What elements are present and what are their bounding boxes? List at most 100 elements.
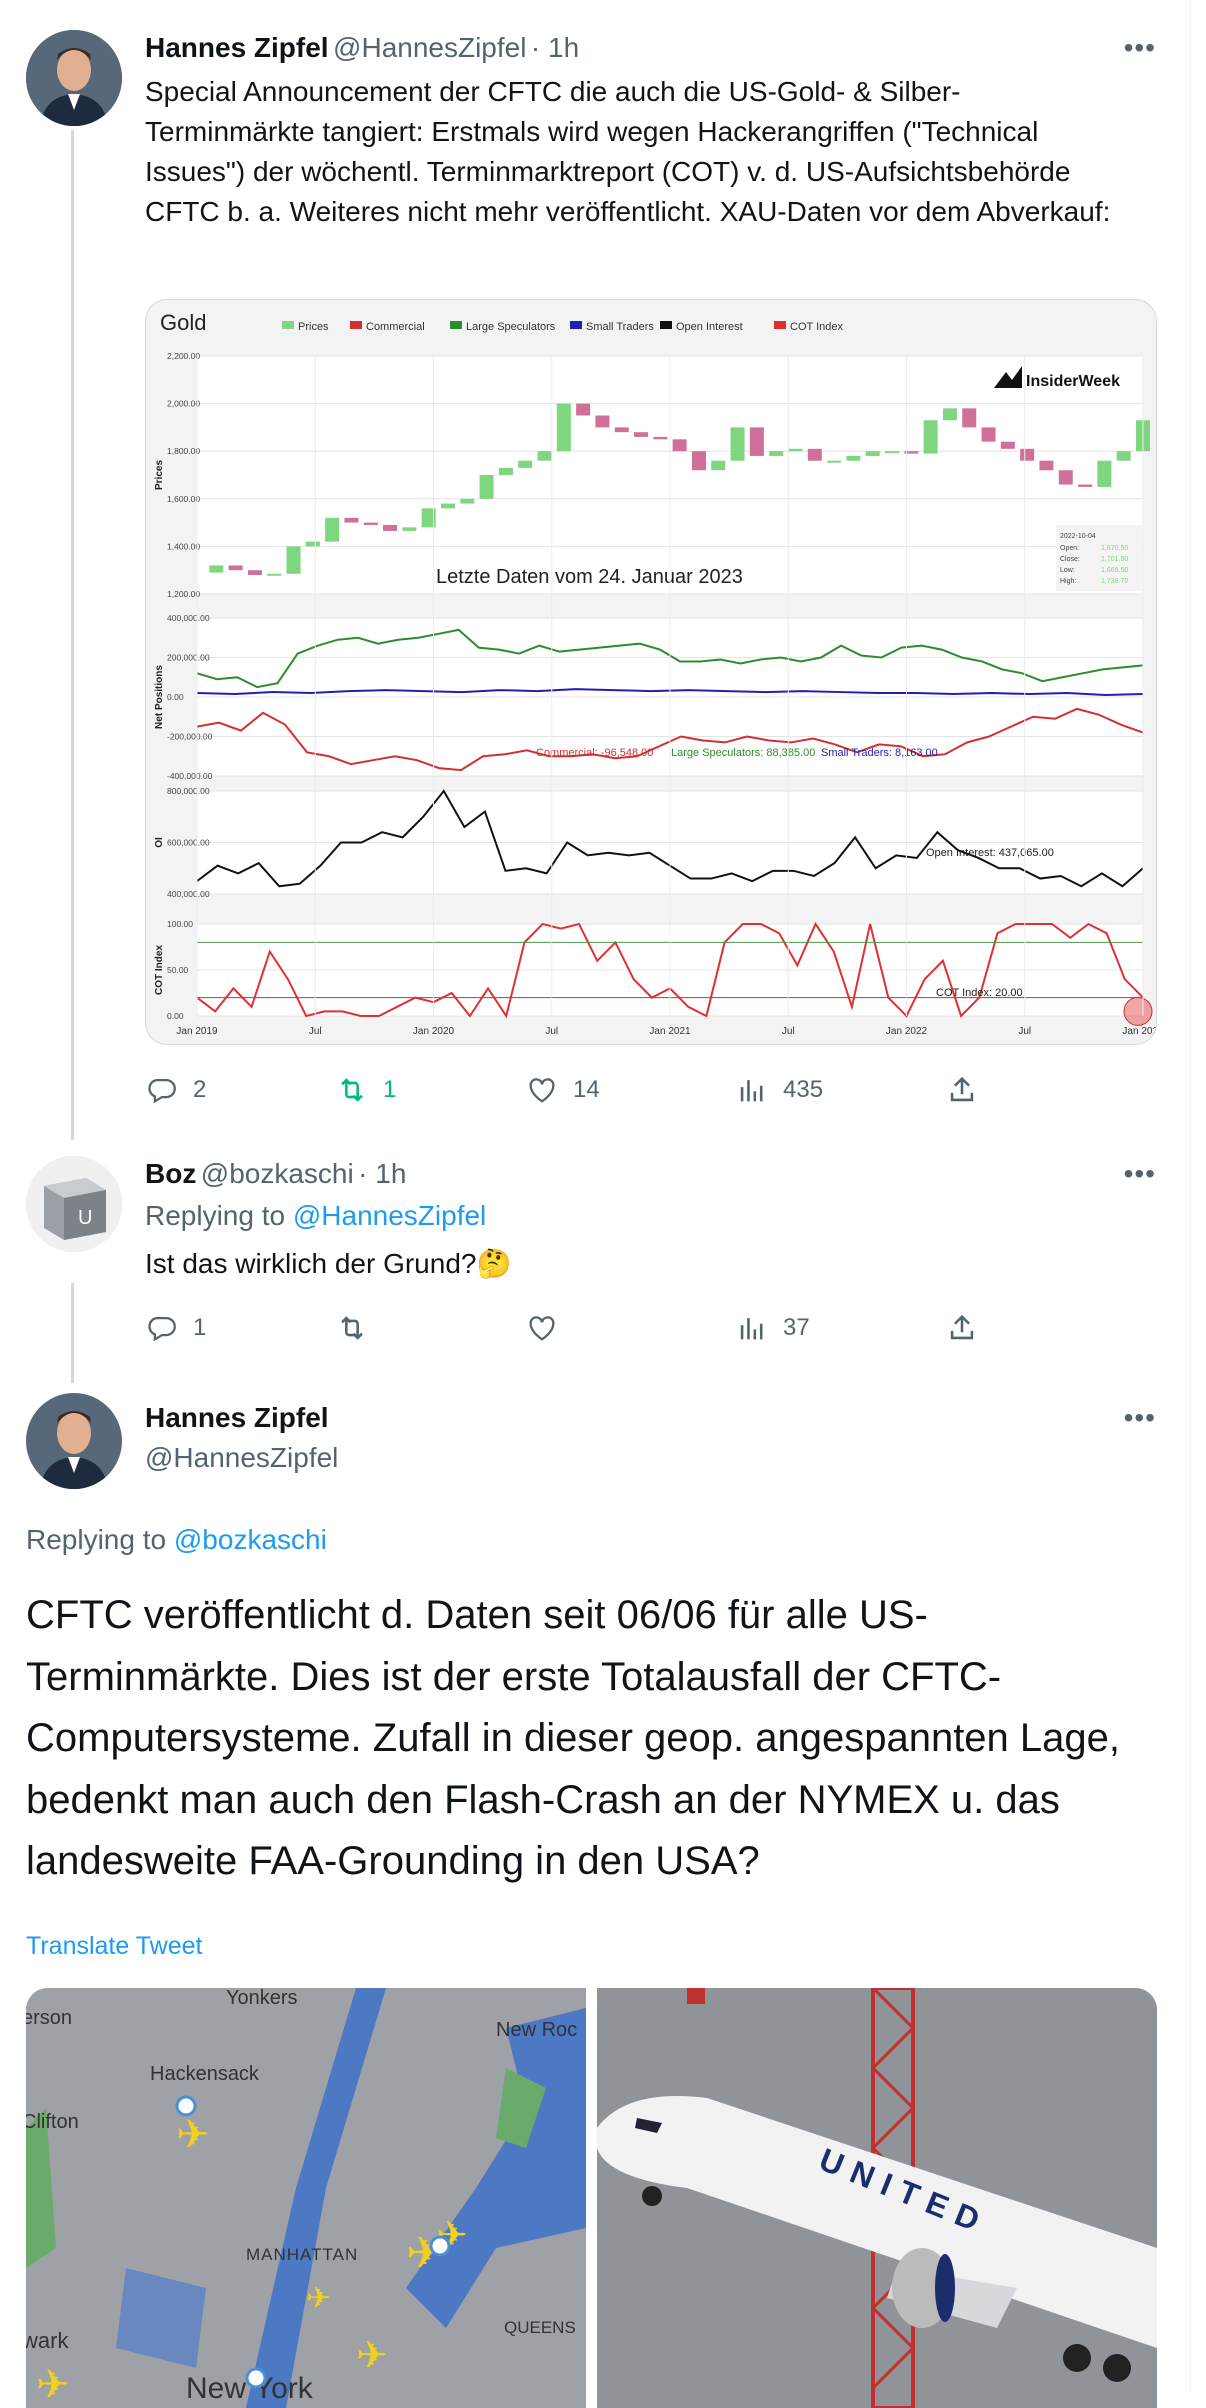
author-handle[interactable]: @HannesZipfel	[333, 32, 527, 63]
like-button[interactable]: 14	[525, 1073, 600, 1107]
views-icon	[740, 1080, 763, 1102]
heart-icon	[529, 1078, 555, 1103]
reply-button[interactable]: 1	[145, 1311, 206, 1345]
y-tick-label: 0.00	[167, 1011, 184, 1021]
ohlc-value: 1,670.50	[1101, 545, 1128, 552]
svg-text:✈: ✈	[356, 2335, 388, 2377]
action-bar: 1 37	[145, 1308, 1015, 1348]
retweet-button[interactable]	[335, 1311, 369, 1345]
views-count: 435	[783, 1076, 824, 1103]
ohlc-label: Low:	[1060, 567, 1075, 574]
x-tick-label: Jul	[309, 1026, 322, 1037]
readout-label: Commercial: -96,548.00	[536, 747, 653, 759]
flight-map-image[interactable]: Yonkers erson New Roc Hackensack Clifton…	[26, 1988, 586, 2408]
tweet-text: CFTC veröffentlicht d. Daten seit 06/06 …	[26, 1593, 1121, 1883]
x-tick-label: Jul	[545, 1026, 558, 1037]
reply-count: 1	[193, 1314, 207, 1341]
author-handle[interactable]: @HannesZipfel	[145, 1442, 339, 1473]
translate-tweet-link[interactable]: Translate Tweet	[26, 1932, 203, 1960]
legend-swatch	[450, 321, 462, 329]
views-count: 37	[783, 1314, 810, 1341]
river	[246, 1988, 386, 2408]
y-tick-label: 800,000.00	[167, 786, 210, 796]
map-label: QUEENS	[504, 2318, 576, 2337]
price-candle	[518, 460, 533, 468]
more-icon[interactable]: •••	[1123, 32, 1156, 63]
replying-to-link[interactable]: @HannesZipfel	[292, 1200, 487, 1231]
y-tick-label: 600,000.00	[167, 838, 210, 848]
ohlc-value: 1,738.70	[1101, 578, 1128, 585]
legend-swatch	[282, 321, 294, 329]
price-candle	[981, 427, 996, 442]
readout-label: COT Index: 20.00	[936, 987, 1023, 999]
ohlc-date: 2022-10-04	[1060, 533, 1096, 540]
avatar-hannes[interactable]	[26, 1393, 122, 1489]
avatar-boz[interactable]: U	[26, 1156, 122, 1252]
y-tick-label: 400,000.00	[167, 889, 210, 899]
avatar-hannes[interactable]	[26, 30, 122, 126]
price-candle	[749, 427, 764, 456]
airplane-fuselage	[597, 2096, 1157, 2348]
price-candle	[209, 565, 224, 573]
map-label: erson	[26, 2007, 72, 2029]
timestamp[interactable]: · 1h	[358, 1158, 407, 1189]
author-name[interactable]: Hannes Zipfel	[145, 1402, 329, 1433]
author-name[interactable]: Hannes Zipfel	[145, 32, 329, 63]
price-candle	[807, 448, 822, 461]
chart-image[interactable]: Gold Prices Commercial Large Speculators Sma…	[145, 299, 1157, 1045]
readout-label: Large Speculators: 88,385.00	[671, 747, 815, 759]
price-candle	[672, 439, 687, 452]
legend-swatch	[774, 321, 786, 329]
replying-to: Replying to @bozkaschi	[26, 1524, 327, 1556]
retweet-count: 1	[383, 1076, 397, 1103]
y-tick-label: 2,200.00	[167, 351, 200, 361]
y-tick-label: 400,000.00	[167, 613, 210, 623]
retweet-button[interactable]: 1	[335, 1073, 396, 1107]
share-button[interactable]	[945, 1073, 979, 1107]
price-candle	[730, 427, 745, 461]
views-button[interactable]: 435	[735, 1073, 823, 1107]
price-candle	[1097, 460, 1112, 487]
map-label: Hackensack	[150, 2063, 260, 2085]
tweet-text: Special Announcement der CFTC die auch d…	[145, 76, 1111, 227]
thread-line	[71, 1283, 74, 1383]
more-icon[interactable]: •••	[1123, 1402, 1156, 1433]
x-tick-label: Jan 2023	[1122, 1026, 1157, 1037]
price-candle	[267, 573, 282, 576]
legend-item: Small Traders	[586, 321, 654, 333]
ohlc-label: Open:	[1060, 545, 1079, 552]
heart-icon	[529, 1316, 555, 1341]
reply-button[interactable]: 2	[145, 1073, 206, 1107]
y-axis-label: Prices	[154, 460, 165, 490]
map-label: Yonkers	[226, 1988, 298, 2009]
ohlc-value: 1,701.80	[1101, 556, 1128, 563]
price-candle	[363, 522, 378, 525]
author-handle[interactable]: @bozkaschi	[200, 1158, 354, 1189]
price-candle	[885, 451, 900, 454]
reply-icon	[148, 1316, 176, 1342]
timestamp[interactable]: · 1h	[530, 32, 580, 63]
share-icon	[950, 1076, 974, 1102]
svg-text:✈: ✈	[306, 2282, 331, 2315]
more-icon[interactable]: •••	[1123, 1158, 1156, 1189]
replying-to-link[interactable]: @bozkaschi	[173, 1524, 327, 1555]
y-tick-label: 1,200.00	[167, 589, 200, 599]
replying-prefix: Replying to	[145, 1200, 293, 1231]
chart-title: Gold	[160, 310, 206, 335]
map-label: MANHATTAN	[246, 2245, 358, 2264]
views-button[interactable]: 37	[735, 1311, 810, 1345]
price-candle	[383, 524, 398, 531]
author-name[interactable]: Boz	[145, 1158, 197, 1189]
y-tick-label: -200,000.00	[167, 732, 213, 742]
map-label: Clifton	[26, 2111, 79, 2133]
x-tick-label: Jan 2020	[413, 1026, 455, 1037]
y-axis-label: COT Index	[154, 945, 165, 995]
airplane-photo[interactable]: UNITED	[597, 1988, 1157, 2408]
price-candle	[788, 448, 803, 452]
share-button[interactable]	[945, 1311, 979, 1345]
ohlc-label: Close:	[1060, 556, 1080, 563]
price-candle	[1058, 470, 1073, 485]
map-label: New Roc	[496, 2019, 577, 2041]
like-count: 14	[573, 1076, 600, 1103]
like-button[interactable]	[525, 1311, 559, 1345]
